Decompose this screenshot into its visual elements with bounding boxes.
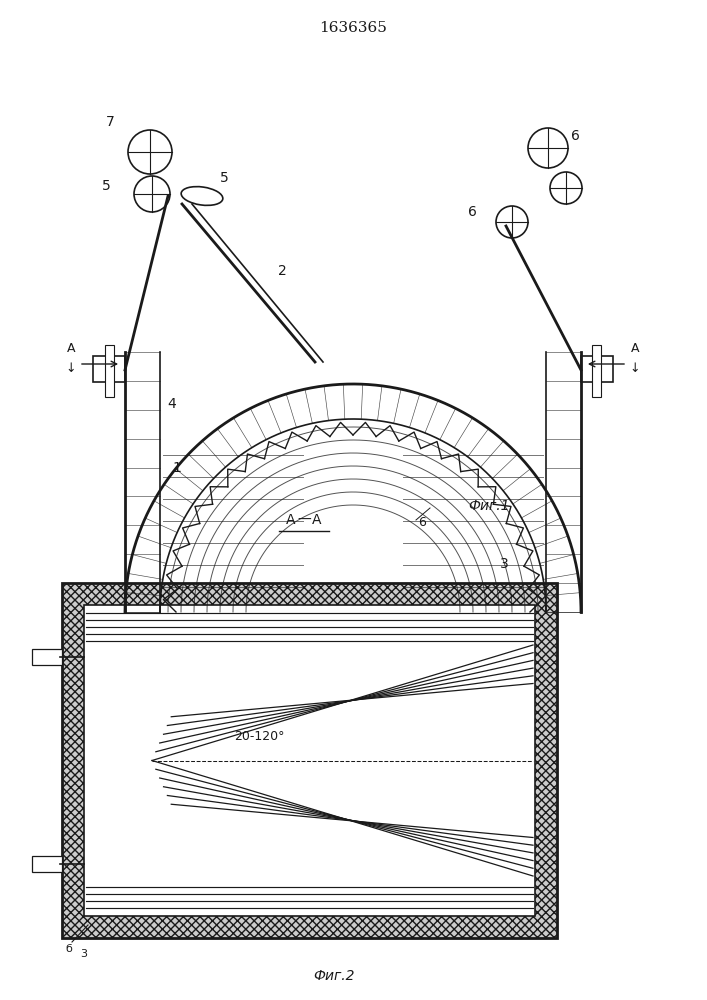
Text: 20-120°: 20-120° (234, 730, 284, 744)
Text: 3: 3 (80, 949, 87, 959)
Bar (592, 345, 601, 397)
Text: А: А (631, 342, 639, 355)
Bar (62, 583, 557, 938)
Bar (32, 649, 62, 665)
Text: 6: 6 (418, 516, 426, 529)
Bar (331, 840, 375, 868)
Text: 5: 5 (102, 179, 111, 193)
Text: 6: 6 (571, 129, 580, 143)
Text: А: А (66, 342, 75, 355)
Bar (105, 345, 114, 397)
Text: 1: 1 (172, 461, 181, 475)
Text: 5: 5 (220, 171, 229, 185)
Text: 1636365: 1636365 (319, 21, 387, 35)
Text: А: А (286, 513, 296, 527)
Text: Фиг.1: Фиг.1 (468, 499, 510, 513)
Text: б: б (65, 944, 72, 954)
Text: 4: 4 (167, 397, 176, 411)
Text: —: — (297, 513, 311, 527)
Text: 7: 7 (106, 115, 115, 129)
Text: ↓: ↓ (66, 362, 76, 375)
Text: 3: 3 (500, 557, 509, 571)
Text: Фиг.2: Фиг.2 (314, 969, 355, 983)
Text: ↓: ↓ (630, 362, 641, 375)
Text: 2: 2 (278, 264, 287, 278)
Bar (32, 856, 62, 872)
Bar (93, 356, 125, 382)
Bar (339, 867, 367, 892)
Bar (581, 356, 613, 382)
Text: А: А (312, 513, 322, 527)
Bar (84, 605, 535, 916)
Text: 6: 6 (468, 205, 477, 219)
